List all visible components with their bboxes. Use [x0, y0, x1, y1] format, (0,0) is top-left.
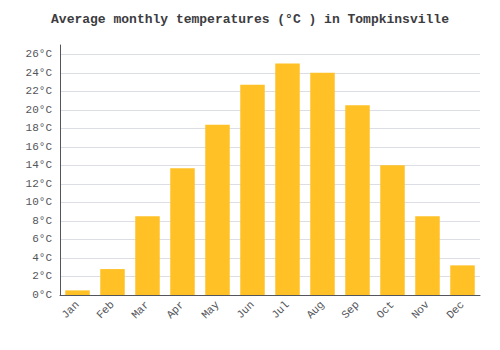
- svg-text:0°C: 0°C: [32, 289, 52, 301]
- svg-text:2°C: 2°C: [32, 270, 52, 282]
- svg-text:Sep: Sep: [339, 299, 361, 321]
- svg-text:May: May: [199, 298, 222, 321]
- svg-text:Aug: Aug: [304, 299, 326, 321]
- svg-text:Jul: Jul: [269, 299, 291, 321]
- svg-text:8°C: 8°C: [32, 215, 52, 227]
- svg-text:Feb: Feb: [94, 299, 116, 321]
- svg-text:Dec: Dec: [444, 299, 466, 321]
- svg-text:Mar: Mar: [129, 299, 151, 321]
- svg-text:12°C: 12°C: [26, 178, 53, 190]
- svg-text:Apr: Apr: [164, 299, 186, 321]
- svg-text:10°C: 10°C: [26, 196, 53, 208]
- svg-text:14°C: 14°C: [26, 159, 53, 171]
- svg-text:Nov: Nov: [409, 298, 432, 321]
- svg-text:Jan: Jan: [59, 299, 81, 321]
- svg-text:16°C: 16°C: [26, 141, 53, 153]
- svg-text:Average monthly temperatures (: Average monthly temperatures (°C ) in To…: [51, 12, 449, 27]
- svg-text:Jun: Jun: [234, 299, 256, 321]
- svg-text:24°C: 24°C: [26, 67, 53, 79]
- svg-text:Oct: Oct: [374, 299, 396, 321]
- svg-text:6°C: 6°C: [32, 233, 52, 245]
- svg-text:4°C: 4°C: [32, 252, 52, 264]
- svg-text:26°C: 26°C: [26, 48, 53, 60]
- svg-text:20°C: 20°C: [26, 104, 53, 116]
- svg-text:22°C: 22°C: [26, 85, 53, 97]
- svg-text:18°C: 18°C: [26, 122, 53, 134]
